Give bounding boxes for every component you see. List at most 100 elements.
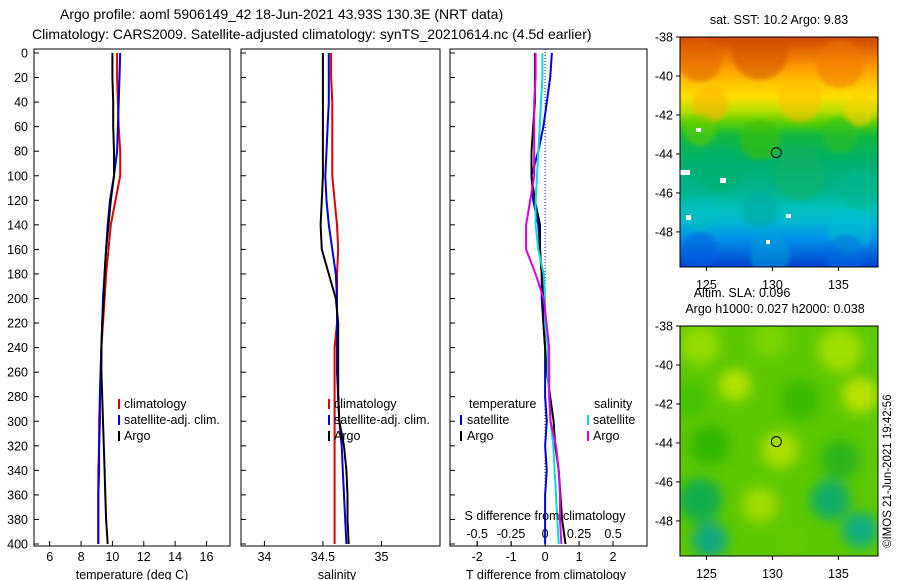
x-tick--0.5: -0.5 [466, 527, 488, 541]
temperature-x-axis: 6 8 10 12 14 16 [46, 541, 213, 564]
sst-texture [742, 192, 778, 228]
sla-map-axes: -38 -40 -42 -44 -46 -48 125 130 135 [655, 320, 849, 580]
temperature-panel: 0 20 40 60 80 100 120 140 160 180 200 220 240 260 280 3… [7, 47, 455, 580]
depth-tick-280: 280 [7, 390, 28, 404]
sst-texture [732, 37, 788, 80]
t-difference-xlabel: T difference from climatology [466, 568, 627, 580]
series-satellite-adj-clim- [97, 52, 122, 544]
series-satellite-adj-clim- [324, 53, 348, 545]
sla-texture [690, 425, 730, 465]
depth-tick-40: 40 [14, 96, 28, 110]
sla-texture [680, 382, 708, 418]
map-x-tick-130: 130 [762, 278, 783, 292]
sst-argo-location-marker [770, 147, 782, 159]
salinity-series [319, 53, 350, 545]
sst-texture [698, 148, 742, 192]
sla-texture [680, 326, 720, 365]
sst-map-title: sat. SST: 10.2 Argo: 9.83 [710, 13, 848, 27]
x-tick-14: 14 [168, 550, 182, 564]
map-y-tick--42: -42 [655, 108, 673, 122]
legend-t-label-argo: Argo [467, 429, 493, 443]
sla-map-frame [679, 325, 879, 557]
s-difference-xlabel: S difference from climatology [465, 509, 627, 523]
sst-texture [740, 120, 780, 160]
sst-texture [680, 38, 722, 82]
depth-tick-320: 320 [7, 439, 28, 453]
map-y-tick--46: -46 [655, 186, 673, 200]
map-x-tick-125: 125 [696, 567, 717, 580]
sst-heatmap [680, 37, 878, 267]
map-x-tick-135: 135 [828, 278, 849, 292]
sst-texture [684, 199, 716, 231]
sst-map-axes: -38 -40 -42 -44 -46 -48 125 130 135 [655, 31, 849, 293]
salinity-x-axis: 34 34.5 35 [257, 541, 388, 564]
x-tick-16: 16 [200, 550, 214, 564]
sst-texture [816, 40, 864, 88]
sla-texture [842, 512, 878, 548]
map-y-tick--42: -42 [655, 397, 673, 411]
salinity-xlabel: salinity [318, 568, 357, 580]
legend-label-satellite: satellite-adj. clim. [124, 413, 220, 427]
depth-tick-360: 360 [7, 488, 28, 502]
map-x-tick-125: 125 [696, 278, 717, 292]
sst-texture [825, 235, 865, 267]
temperature-legend: climatology satellite-adj. clim. Argo [118, 397, 220, 443]
map-y-tick--48: -48 [655, 514, 673, 528]
sst-texture [778, 78, 822, 122]
temperature-series [97, 52, 122, 545]
depth-tick-140: 140 [7, 218, 28, 232]
sla-argo-location-marker [770, 436, 782, 448]
legend-label-argo: Argo [124, 429, 150, 443]
map-y-tick--38: -38 [655, 320, 673, 334]
legend-temperature-title: temperature [469, 397, 536, 411]
depth-tick-200: 200 [7, 292, 28, 306]
difference-panel: -2 -1 0 1 2 -0.5 -0.25 0 0.25 0.5 temperature sal… [449, 48, 648, 580]
x-tick--2: -2 [472, 550, 483, 564]
legend-t-label-satellite: satellite [467, 413, 509, 427]
x-tick--0.25: -0.25 [497, 527, 526, 541]
figure-title-line1: Argo profile: aoml 5906149_42 18-Jun-202… [60, 6, 503, 22]
series-argo [319, 53, 350, 545]
sla-texture [692, 522, 728, 556]
depth-tick-20: 20 [14, 71, 28, 85]
map-y-tick--38: -38 [655, 31, 673, 45]
temperature-plot-frame [33, 48, 231, 547]
sla-texture [842, 377, 878, 413]
depth-tick-300: 300 [7, 415, 28, 429]
s-difference-x-axis: -0.5 -0.25 0 0.25 0.5 [466, 527, 622, 546]
x-tick-34: 34 [257, 550, 271, 564]
series-temperature-satellite [530, 52, 553, 544]
depth-tick-240: 240 [7, 341, 28, 355]
depth-tick-340: 340 [7, 464, 28, 478]
x-tick-2: 2 [610, 550, 617, 564]
sla-texture [742, 487, 778, 523]
map-x-tick-130: 130 [762, 567, 783, 580]
depth-tick-120: 120 [7, 194, 28, 208]
x-tick-8: 8 [78, 550, 85, 564]
salinity-legend: climatology satellite-adj. clim. Argo [328, 397, 430, 443]
depth-tick-80: 80 [14, 145, 28, 159]
map-y-tick--44: -44 [655, 147, 673, 161]
difference-legend: temperature salinity satellite satellite Arg… [460, 397, 635, 443]
legend-label-satellite: satellite-adj. clim. [334, 413, 430, 427]
x-tick-10: 10 [105, 550, 119, 564]
sst-texture [682, 232, 718, 267]
depth-tick-160: 160 [7, 243, 28, 257]
map-y-tick--46: -46 [655, 475, 673, 489]
x-tick--1: -1 [506, 550, 517, 564]
sst-texture [840, 170, 878, 210]
salinity-panel: 34 34.5 35 climatology satellite-adj. clim.… [240, 48, 441, 580]
sla-map: Altim. SLA: 0.096 Argo h1000: 0.027 h200… [655, 286, 879, 580]
legend-s-label-salinity_sat: satellite [593, 413, 635, 427]
map-y-tick--40: -40 [655, 358, 673, 372]
depth-tick-60: 60 [14, 120, 28, 134]
sla-map-subtitle: Argo h1000: 0.027 h2000: 0.038 [685, 302, 864, 316]
credit-text: ©IMOS 21-Jun-2021 19:42:56 [882, 394, 894, 548]
map-y-tick--40: -40 [655, 69, 673, 83]
sla-map-title: Altim. SLA: 0.096 [694, 286, 791, 300]
series-salinity-argo [525, 53, 563, 545]
series-salinity-satellite [534, 53, 560, 545]
x-tick-1: 1 [576, 550, 583, 564]
x-tick-35: 35 [375, 550, 389, 564]
